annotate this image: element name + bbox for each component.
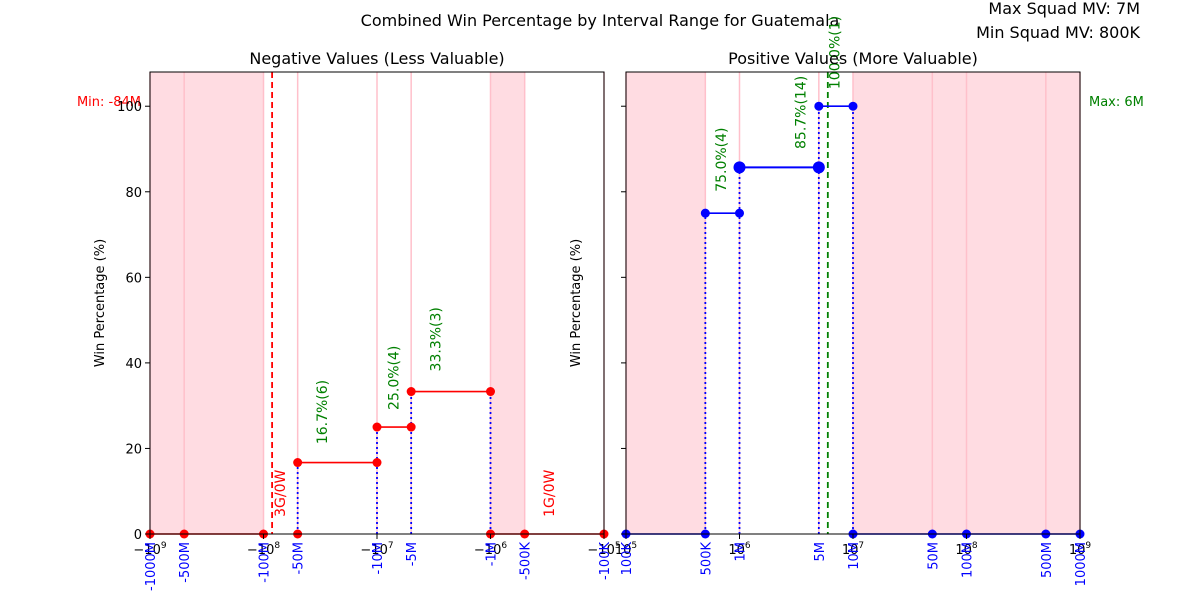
annotation-label: 1G/0W [542,470,558,517]
x-interval-label: -50M [292,542,307,574]
x-interval-label: 50M [926,542,941,570]
annotation-label: 33.3%(3) [428,307,444,371]
y-tick-label: 60 [125,271,142,286]
x-interval-label: -1000M [144,542,159,591]
data-point [700,208,710,218]
x-tick-label: 109 [1069,541,1092,558]
y-axis-label: Win Percentage (%) [93,239,108,367]
data-point [372,422,382,432]
x-interval-label: -1M [485,542,500,566]
shaded-span [626,72,706,534]
y-tick-label: 0 [134,528,142,543]
annotation-label: 75.0%(4) [714,127,730,191]
x-interval-label: -10M [371,542,386,574]
x-tick-label: −105 [587,541,620,558]
x-interval-label: -500K [519,542,534,581]
panel-title: Negative Values (Less Valuable) [249,49,504,68]
data-point [293,458,303,468]
annotation-label: 25.0%(4) [387,346,403,410]
x-tick-label: 106 [728,541,751,558]
data-point [406,422,416,432]
x-tick-label: 107 [842,541,864,558]
x-interval-label: 100K [620,542,635,576]
annotation-label: 16.7%(6) [315,380,331,444]
x-interval-label: 10M [847,542,862,570]
reference-line-label: Max: 6M [1089,95,1144,110]
panel-title: Positive Values (More Valuable) [728,49,978,68]
shaded-span [150,72,264,534]
chart-panels: Min: -84M 16.7%(6) 25.0%(4) 33.3%(3) 3G/0W 1G… [77,16,1144,591]
annotation-label: 100.0%(1) [827,16,843,89]
data-point [814,101,824,111]
x-interval-label: -500M [178,542,193,583]
x-tick-label: −108 [247,541,280,558]
x-tick-label: 105 [615,541,637,558]
x-interval-label: -100M [258,542,273,583]
x-interval-label: 500M [1040,542,1055,578]
data-point [812,161,825,174]
x-tick-label: −109 [133,541,166,558]
data-point [735,208,744,218]
x-tick-label: −106 [474,541,507,558]
min-squad-mv-label: Min Squad MV: 800K [976,23,1140,42]
x-interval-label: 500K [699,542,714,576]
y-axis-label: Win Percentage (%) [569,239,584,367]
shaded-span [490,72,525,534]
x-interval-label: 5M [813,542,828,562]
x-interval-label: 1000M [1074,542,1089,586]
x-tick-label: 108 [955,541,978,558]
y-tick-label: 80 [125,186,142,201]
y-tick-label: 20 [125,442,142,457]
y-tick-label: 40 [125,357,142,372]
panel-negative: Min: -84M 16.7%(6) 25.0%(4) 33.3%(3) 3G/0W 1G… [77,49,621,591]
y-tick-label: 100 [117,100,142,115]
max-squad-mv-label: Max Squad MV: 7M [988,0,1140,18]
x-interval-label: -100K [598,542,613,581]
data-point [848,101,858,111]
reference-line-label: Min: -84M [77,95,141,110]
x-interval-label: 1M [734,542,749,562]
panel-positive: Max: 6M 75.0%(4) 85.7%(14) 100.0%(1)Positiv… [569,16,1144,586]
data-point [372,458,382,468]
data-point [406,387,416,397]
x-interval-label: -5M [405,542,420,566]
x-tick-label: −107 [360,541,393,558]
annotation-label: 85.7%(14) [793,76,809,149]
data-point [733,161,746,174]
annotation-label: 3G/0W [273,470,289,517]
figure-title: Combined Win Percentage by Interval Rang… [361,11,840,30]
x-interval-label: 100M [961,542,976,578]
data-point [486,387,495,397]
